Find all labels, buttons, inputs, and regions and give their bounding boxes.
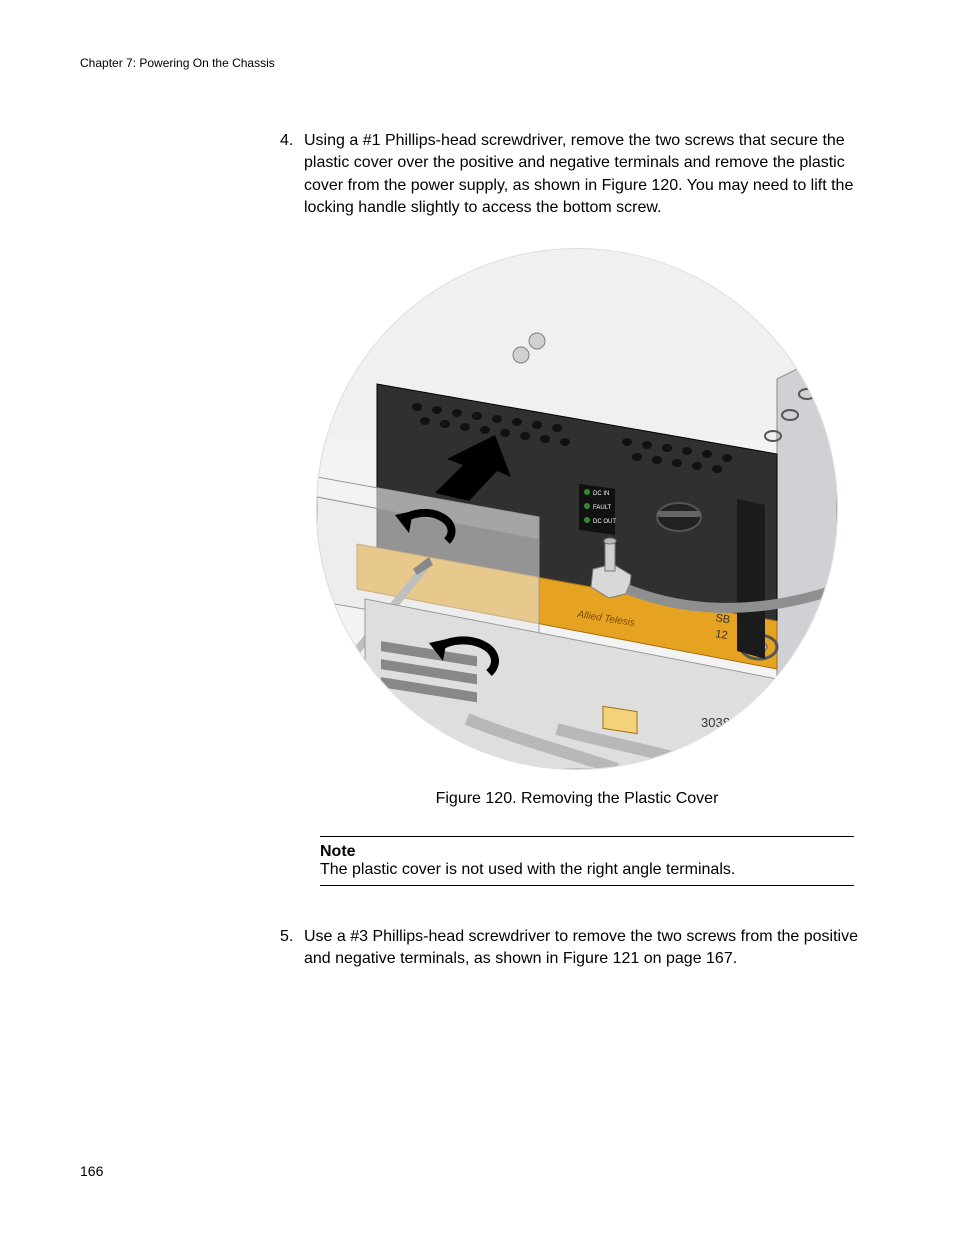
psu-led-label: DC OUT <box>593 519 616 525</box>
figure-id-label: 3038 <box>701 715 730 730</box>
note-heading: Note <box>320 843 854 861</box>
page-number: 166 <box>80 1163 103 1179</box>
caution-label-icon <box>603 706 637 733</box>
system-rail <box>737 499 765 659</box>
note-text: The plastic cover is not used with the r… <box>320 861 854 879</box>
note-box: Note The plastic cover is not used with … <box>320 836 854 886</box>
step-4: 4. Using a #1 Phillips-head screwdriver,… <box>280 130 874 220</box>
top-screw-icon <box>513 347 529 363</box>
top-screw-icon <box>529 333 545 349</box>
step-5-text: Use a #3 Phillips-head screwdriver to re… <box>304 926 874 971</box>
step-5-number: 5. <box>280 926 304 971</box>
psu-led-panel: DC IN FAULT DC OUT <box>579 483 616 534</box>
figure-120: DC IN FAULT DC OUT Allied Telesis <box>280 248 874 808</box>
page: Chapter 7: Powering On the Chassis 4. Us… <box>0 0 954 1235</box>
side-panel-label: SB <box>715 612 731 626</box>
step-5: 5. Use a #3 Phillips-head screwdriver to… <box>280 926 874 971</box>
figure-120-image: DC IN FAULT DC OUT Allied Telesis <box>316 248 838 770</box>
slot-number-label: 2 <box>753 698 760 712</box>
psu-led-label: DC IN <box>593 491 609 497</box>
locking-handle-icon <box>657 503 701 531</box>
step-4-number: 4. <box>280 130 304 220</box>
side-panel-label: 12 <box>715 628 729 642</box>
content-column: 4. Using a #1 Phillips-head screwdriver,… <box>280 130 874 970</box>
step-4-text: Using a #1 Phillips-head screwdriver, re… <box>304 130 874 220</box>
chassis-flange <box>777 349 837 769</box>
figure-120-svg: DC IN FAULT DC OUT Allied Telesis <box>317 249 837 769</box>
running-header: Chapter 7: Powering On the Chassis <box>80 56 874 70</box>
figure-120-caption: Figure 120. Removing the Plastic Cover <box>280 790 874 808</box>
psu-led-label: FAULT <box>593 505 612 511</box>
